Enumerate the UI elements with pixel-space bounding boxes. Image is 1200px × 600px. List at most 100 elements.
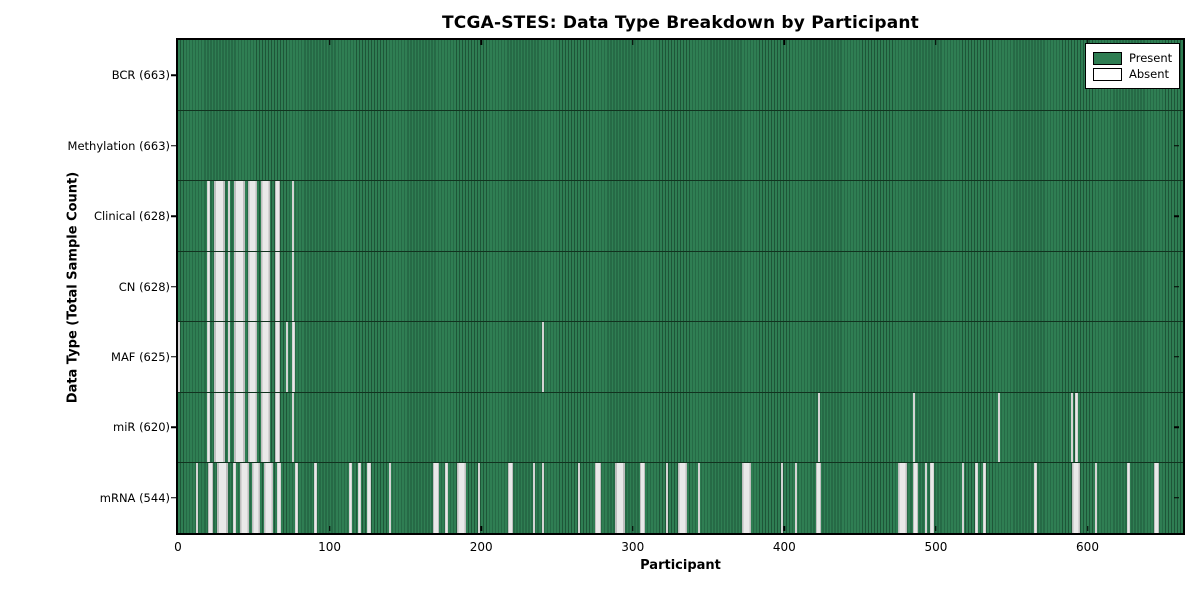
ytick-mark [171,144,176,147]
absent-stripe [432,463,439,534]
absent-stripe [925,463,928,534]
absent-stripe [578,463,581,534]
absent-stripe [217,463,229,534]
legend-entry-absent: Absent [1093,67,1172,81]
absent-stripe [206,392,210,463]
absent-stripe [1095,463,1098,534]
xtick-mark [632,40,634,45]
absent-swatch-icon [1093,67,1122,81]
absent-stripe [196,463,199,534]
absent-stripe [640,463,645,534]
absent-stripe [314,463,317,534]
absent-stripe [228,322,231,392]
absent-stripe [234,251,245,322]
xtick-mark [783,40,786,45]
xtick-mark [480,526,482,531]
absent-stripe [532,463,535,534]
absent-stripe [261,251,271,322]
absent-stripe [247,251,257,322]
matrix-row-CN [178,251,1183,323]
present-swatch-icon [1093,51,1122,65]
matrix-row-Clinical [178,181,1183,252]
ytick-mark [171,215,176,217]
absent-stripe [247,322,257,392]
xtick-label-200: 200 [469,540,493,554]
absent-stripe [794,463,798,534]
absent-stripe [961,463,964,534]
absent-stripe [228,392,231,463]
ytick-mark [171,356,176,358]
matrix-row-BCR [178,40,1183,111]
absent-stripe [781,463,784,534]
ytick-mark [171,74,176,76]
absent-stripe [234,181,245,251]
presence-matrix [178,40,1183,534]
absent-stripe [697,463,701,534]
absent-stripe [275,392,280,463]
absent-stripe [247,181,257,251]
matrix-row-mRNA [178,463,1183,534]
absent-stripe [998,392,1001,463]
absent-stripe [178,322,181,392]
absent-stripe [240,463,250,534]
xtick-label-0: 0 [174,540,182,554]
absent-stripe [232,463,236,534]
absent-stripe [214,322,225,392]
absent-stripe [214,392,225,463]
absent-stripe [208,463,213,534]
ytick-label-BCR: BCR (663) [111,68,170,83]
absent-stripe [358,463,361,534]
absent-stripe [206,181,210,251]
absent-stripe [275,322,280,392]
absent-stripe [234,322,245,392]
ytick-label-CN: CN (628) [118,279,170,294]
chart-title: TCGA-STES: Data Type Breakdown by Partic… [441,13,919,33]
absent-stripe [291,251,294,322]
absent-stripe [291,181,294,251]
xtick-label-100: 100 [318,540,342,554]
absent-stripe [275,181,280,251]
absent-stripe [975,463,978,534]
xtick-mark [1086,40,1089,45]
absent-stripe [264,463,274,534]
absent-stripe [1126,463,1130,534]
xtick-mark [935,526,937,531]
matrix-row-MAF [178,322,1183,393]
absent-stripe [261,392,271,463]
ytick-mark [1174,215,1179,217]
xtick-label-500: 500 [924,540,948,554]
xtick-label-600: 600 [1076,540,1099,554]
absent-stripe [261,322,271,392]
x-axis-label: Participant [640,558,721,573]
xtick-label-400: 400 [772,540,796,554]
absent-stripe [1034,463,1037,534]
absent-stripe [444,463,448,534]
ytick-mark [1174,497,1179,499]
absent-stripe [816,463,821,534]
xtick-mark [480,40,482,45]
absent-stripe [614,463,626,534]
absent-stripe [898,463,908,534]
absent-stripe [817,392,820,463]
absent-stripe [678,463,688,534]
absent-stripe [234,392,245,463]
xtick-mark [935,40,937,45]
legend-absent-label: Absent [1129,67,1170,81]
xtick-mark [1086,526,1089,531]
absent-stripe [478,463,481,534]
ytick-mark [171,285,176,288]
plot-area [176,38,1185,535]
absent-stripe [741,463,751,534]
absent-stripe [275,251,280,322]
ytick-mark [1174,144,1179,147]
absent-stripe [388,463,391,534]
absent-stripe [982,463,986,534]
absent-stripe [666,463,669,534]
absent-stripe [214,251,225,322]
ytick-label-Clinical: Clinical (628) [93,209,170,224]
absent-stripe [508,463,513,534]
absent-stripe [252,463,260,534]
absent-stripe [261,181,271,251]
absent-stripe [541,322,544,392]
ytick-mark [171,426,176,429]
